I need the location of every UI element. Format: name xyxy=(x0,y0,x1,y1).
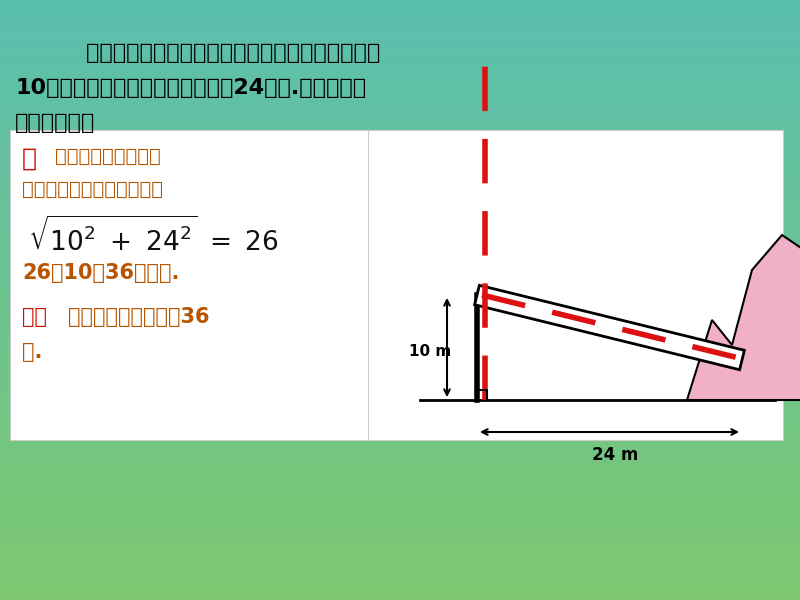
Text: 米.: 米. xyxy=(22,342,42,362)
Text: 10米处折断倒下，树顶落在离树根24米处.大树在折断: 10米处折断倒下，树顶落在离树根24米处.大树在折断 xyxy=(15,78,366,98)
Text: 24 m: 24 m xyxy=(591,446,638,464)
Text: 利用勾股定理可以求: 利用勾股定理可以求 xyxy=(55,147,161,166)
Text: 26＋10＝36（米）.: 26＋10＝36（米）. xyxy=(22,263,179,283)
Text: $\sqrt{10^2\ +\ 24^2}\ =\ 26$: $\sqrt{10^2\ +\ 24^2}\ =\ 26$ xyxy=(28,217,278,257)
Polygon shape xyxy=(474,285,744,370)
Text: 大树在折断之前高为36: 大树在折断之前高为36 xyxy=(68,307,210,327)
Text: 解: 解 xyxy=(22,147,37,171)
Text: 出折断倒下部分的长度为：: 出折断倒下部分的长度为： xyxy=(22,180,163,199)
FancyBboxPatch shape xyxy=(10,130,375,440)
Text: 如图所示，一棵大树在一次强烈的地震中于离地面: 如图所示，一棵大树在一次强烈的地震中于离地面 xyxy=(55,43,380,63)
Text: 答：: 答： xyxy=(22,307,47,327)
FancyBboxPatch shape xyxy=(368,130,783,440)
Polygon shape xyxy=(687,215,800,400)
Text: 10 m: 10 m xyxy=(409,343,451,358)
Text: 之前高多少？: 之前高多少？ xyxy=(15,113,95,133)
